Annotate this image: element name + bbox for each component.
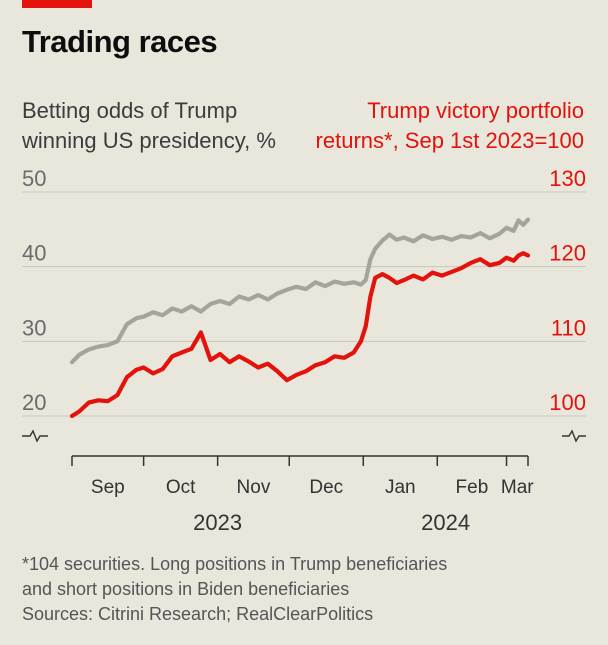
sources-line: Sources: Citrini Research; RealClearPoli… [22,604,374,624]
x-tick-label: Nov [237,477,271,498]
left-series-line [69,217,531,365]
left-tick-label: 30 [22,315,46,340]
chart-title: Trading races [22,24,218,59]
right-tick-label: 130 [549,166,586,191]
x-year-label: 2023 [193,510,242,535]
x-tick-label: Feb [456,477,489,498]
grid-lines [22,191,586,417]
footnote: *104 securities. Long positions in Trump… [22,552,592,627]
x-axis: Sep Oct Nov Dec Jan Feb Mar 2023 2024 [71,455,534,535]
right-series-line [69,251,531,419]
left-tick-label: 40 [22,241,46,266]
left-tick-labels: 50 40 30 20 [22,166,46,415]
left-tick-label: 20 [22,390,46,415]
series-lines [69,217,531,419]
x-tick-label: Dec [309,477,343,498]
x-tick-label: Jan [385,477,416,498]
left-tick-label: 50 [22,166,46,191]
axis-break-icon [562,429,586,443]
accent-bar [22,0,92,8]
right-tick-label: 100 [549,390,586,415]
right-tick-label: 110 [551,315,586,340]
left-axis-label: Betting odds of Trump winning US preside… [22,98,276,153]
x-tick-label: Oct [166,477,196,498]
right-tick-labels: 130 120 110 100 [549,166,586,415]
right-axis-label: Trump victory portfolio returns*, Sep 1s… [315,98,584,153]
x-tick-label: Mar [501,477,534,498]
axis-breaks [22,429,586,443]
x-year-label: 2024 [421,510,470,535]
axis-break-icon [22,429,48,443]
footnote-line-2: and short positions in Biden beneficiari… [22,579,350,599]
footnote-line-1: *104 securities. Long positions in Trump… [22,554,448,574]
x-tick-label: Sep [91,477,125,498]
right-tick-label: 120 [549,241,586,266]
